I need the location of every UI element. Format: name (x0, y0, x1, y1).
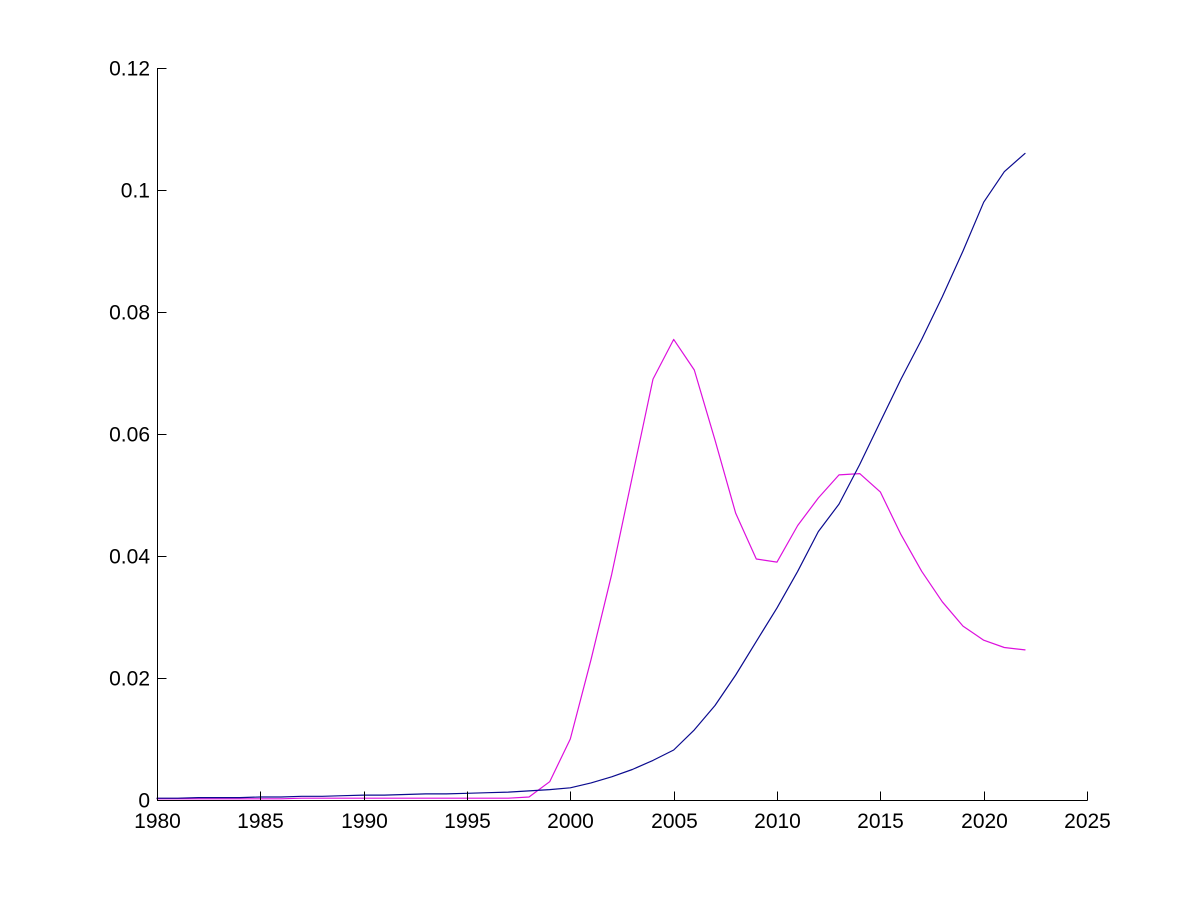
x-tick-label: 1990 (341, 810, 388, 833)
x-tick-label: 2000 (547, 810, 594, 833)
x-tick-label: 1995 (444, 810, 491, 833)
x-tick-label: 1985 (237, 810, 284, 833)
y-tick-label: 0.02 (109, 668, 150, 691)
x-tick-label: 2020 (961, 810, 1008, 833)
y-tick-label: 0.08 (109, 302, 150, 325)
x-tick-label: 2025 (1064, 810, 1111, 833)
x-tick-label: 2015 (857, 810, 904, 833)
series-line-magenta-series (156, 338, 1026, 800)
x-tick-label: 1980 (134, 810, 181, 833)
y-tick-label: 0.04 (109, 546, 150, 569)
y-tick-label: 0 (138, 790, 150, 813)
series-line-navy-series (156, 152, 1026, 799)
x-tick-label: 2010 (754, 810, 801, 833)
y-tick-label: 0.06 (109, 424, 150, 447)
y-tick-label: 0.1 (121, 180, 150, 203)
x-tick-label: 2005 (651, 810, 698, 833)
y-tick-label: 0.12 (109, 58, 150, 81)
